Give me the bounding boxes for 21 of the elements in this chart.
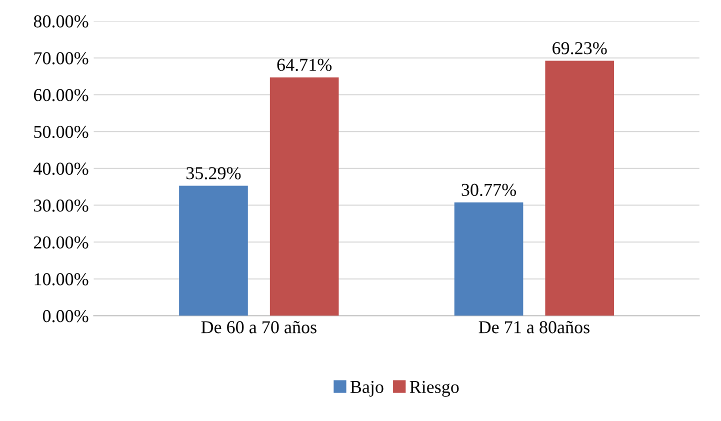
y-tick-label: 30.00%: [34, 199, 88, 212]
y-tick-label: 40.00%: [34, 162, 88, 175]
bar: [179, 186, 248, 316]
data-label: 69.23%: [552, 42, 607, 54]
bar: [454, 202, 524, 316]
data-label: 35.29%: [186, 167, 241, 180]
data-label: 30.77%: [462, 184, 516, 196]
y-tick-label: 70.00%: [34, 52, 88, 64]
y-tick-label: 80.00%: [34, 15, 88, 28]
bar: [545, 60, 614, 316]
y-tick-label: 20.00%: [34, 236, 88, 249]
x-tick-label: De 71 a 80años: [478, 320, 590, 334]
legend-label: Bajo: [350, 380, 384, 397]
legend-label: Riesgo: [410, 380, 459, 397]
bar: [270, 77, 339, 316]
y-tick-label: 50.00%: [34, 126, 88, 138]
y-tick-label: 0.00%: [42, 310, 88, 322]
x-tick-label: De 60 a 70 años: [201, 320, 316, 334]
data-label: 64.71%: [277, 58, 332, 72]
y-tick-label: 60.00%: [34, 88, 88, 102]
y-tick-label: 10.00%: [34, 273, 88, 286]
